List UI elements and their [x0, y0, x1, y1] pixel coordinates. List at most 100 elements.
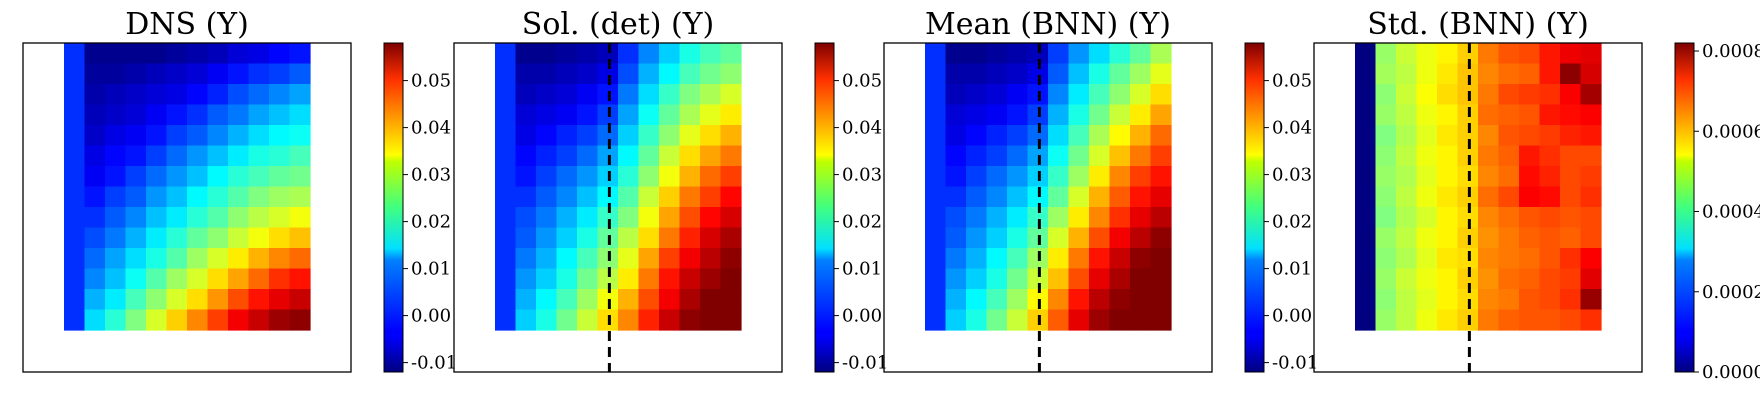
heatmap-cell [84, 289, 106, 311]
heatmap-cell [1375, 309, 1397, 331]
heatmap-cell [207, 186, 229, 208]
heatmap-cell [166, 166, 188, 188]
heatmap-cell [269, 63, 291, 85]
heatmap-cell [556, 125, 578, 147]
heatmap-cell [1437, 289, 1459, 311]
heatmap-cell [1539, 63, 1561, 85]
heatmap-cell [269, 104, 291, 126]
heatmap-cell [207, 248, 229, 270]
heatmap-cell [700, 227, 722, 249]
heatmap-cell [269, 248, 291, 270]
heatmap-cell [207, 145, 229, 167]
heatmap-cell [515, 145, 537, 167]
heatmap-cell [187, 84, 209, 106]
heatmap-cell [1068, 248, 1090, 270]
heatmap-cell [1068, 227, 1090, 249]
colorbar-tick-label: -0.01 [1272, 353, 1318, 374]
heatmap-cell [187, 145, 209, 167]
heatmap-cell [720, 166, 742, 188]
heatmap-cell [1539, 145, 1561, 167]
heatmap-cell [187, 125, 209, 147]
heatmap-cell [187, 309, 209, 331]
heatmap-cell [1048, 125, 1070, 147]
heatmap-cell [1396, 207, 1418, 229]
heatmap-cell [228, 166, 250, 188]
heatmap-cell [1089, 125, 1111, 147]
heatmap-cell [638, 186, 660, 208]
heatmap-cell [1355, 145, 1377, 167]
heatmap-cell [1130, 268, 1152, 290]
heatmap-cell [1416, 125, 1438, 147]
heatmap-cell [679, 186, 701, 208]
heatmap-cell [638, 43, 660, 65]
heatmap-cell [207, 309, 229, 331]
heatmap-cell [618, 43, 640, 65]
heatmap-cell [64, 166, 86, 188]
heatmap-cell [105, 84, 127, 106]
heatmap-cell [1396, 227, 1418, 249]
heatmap-cell [1355, 125, 1377, 147]
heatmap-cell [638, 145, 660, 167]
heatmap-cell [945, 248, 967, 270]
heatmap-cell [1150, 248, 1172, 270]
heatmap-cell [1396, 166, 1418, 188]
heatmap-cell [1355, 289, 1377, 311]
heatmap-cell [1580, 309, 1602, 331]
axes-frame [22, 42, 352, 373]
heatmap-cell [1416, 166, 1438, 188]
heatmap-cell [1007, 289, 1029, 311]
heatmap-cell [1560, 63, 1582, 85]
heatmap-cell [166, 248, 188, 270]
heatmap-cell [207, 104, 229, 126]
heatmap-cell [495, 84, 517, 106]
colorbar-tick-label: 0.04 [411, 118, 451, 139]
heatmap-cell [248, 227, 270, 249]
heatmap-cell [1396, 104, 1418, 126]
heatmap-cell [659, 207, 681, 229]
heatmap-cell [536, 227, 558, 249]
heatmap-cell [1580, 145, 1602, 167]
heatmap-cell [495, 227, 517, 249]
heatmap-cell [659, 63, 681, 85]
heatmap-cell [105, 43, 127, 65]
heatmap-cell [1355, 309, 1377, 331]
heatmap-cell [1457, 207, 1479, 229]
heatmap-cell [700, 125, 722, 147]
heatmap-cell [556, 63, 578, 85]
heatmap-cell [1478, 104, 1500, 126]
heatmap-cell [515, 84, 537, 106]
heatmap-cell [1416, 186, 1438, 208]
colorbar-tick-label: 0.01 [1272, 259, 1312, 280]
colorbar: -0.01 0.00 0.01 0.02 0.03 0.04 0.05 [1244, 42, 1318, 374]
heatmap-cell [720, 104, 742, 126]
heatmap-cell [495, 125, 517, 147]
heatmap-cell [1150, 43, 1172, 65]
heatmap-cell [986, 104, 1008, 126]
heatmap-cell [966, 207, 988, 229]
heatmap-cell [618, 125, 640, 147]
heatmap-cell [986, 43, 1008, 65]
heatmap-cell [1580, 104, 1602, 126]
heatmap-cell [289, 63, 311, 85]
colorbar-tick-label: 0.03 [411, 165, 451, 186]
heatmap-cell [536, 84, 558, 106]
heatmap-cell [597, 43, 619, 65]
colorbar-tick-label: 0.01 [842, 259, 882, 280]
heatmap-cell [269, 207, 291, 229]
heatmap-cell [1539, 268, 1561, 290]
heatmap-cell [1416, 43, 1438, 65]
axes-frame [1313, 42, 1643, 373]
heatmap-cell [1416, 309, 1438, 331]
heatmap-cell [64, 207, 86, 229]
heatmap-cell [720, 125, 742, 147]
colorbar-tick-label: 0.03 [1272, 165, 1312, 186]
heatmap-cell [495, 43, 517, 65]
heatmap-cell [84, 268, 106, 290]
heatmap-cell [1498, 186, 1520, 208]
heatmap-cell [64, 63, 86, 85]
colorbar-tick-label: 0.02 [842, 212, 882, 233]
heatmap-cell [515, 63, 537, 85]
heatmap-cell [720, 145, 742, 167]
heatmap-cell [1355, 227, 1377, 249]
heatmap-cell [289, 289, 311, 311]
